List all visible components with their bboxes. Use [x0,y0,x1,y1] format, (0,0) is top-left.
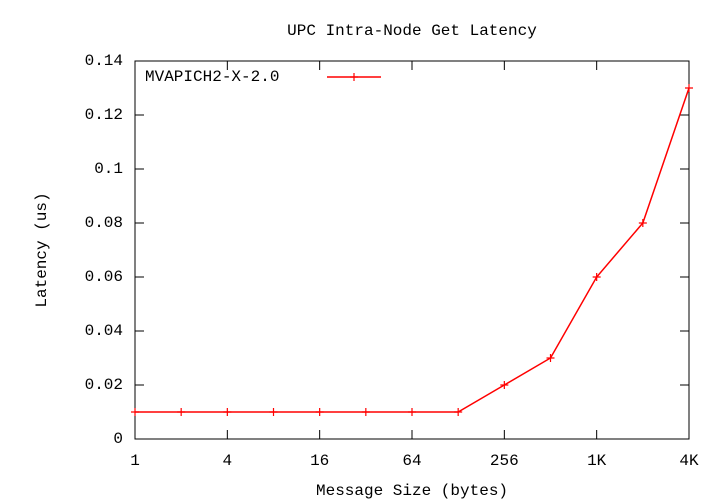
point-marker [131,408,139,416]
y-tick-label: 0.12 [85,106,123,124]
point-marker [408,408,416,416]
point-marker [592,273,601,281]
y-tick-label: 0.06 [85,268,123,286]
x-tick-label: 256 [490,452,519,470]
point-marker [269,408,278,416]
y-tick-label: 0.08 [85,214,123,232]
point-marker [223,408,232,416]
point-marker [546,354,555,362]
chart-title: UPC Intra-Node Get Latency [287,22,537,40]
x-tick-label: 4 [223,452,233,470]
x-tick-label: 4K [679,452,699,470]
point-marker [177,408,186,416]
y-tick-label: 0 [113,430,123,448]
point-marker [454,408,463,416]
point-marker [315,408,324,416]
x-tick-label: 1K [587,452,607,470]
y-axis-label: Latency (us) [33,192,51,307]
y-tick-label: 0.14 [85,52,123,70]
legend-marker [350,73,358,81]
y-tick-label: 0.02 [85,376,123,394]
point-marker [361,408,370,416]
point-marker [638,219,647,227]
x-axis-label: Message Size (bytes) [316,482,508,500]
x-tick-label: 16 [310,452,329,470]
x-tick-label: 64 [402,452,421,470]
x-tick-label: 1 [130,452,140,470]
legend-label: MVAPICH2-X-2.0 [145,68,279,86]
y-tick-label: 0.04 [85,322,123,340]
point-marker [685,84,693,92]
point-marker [500,381,509,389]
y-tick-label: 0.1 [94,160,123,178]
